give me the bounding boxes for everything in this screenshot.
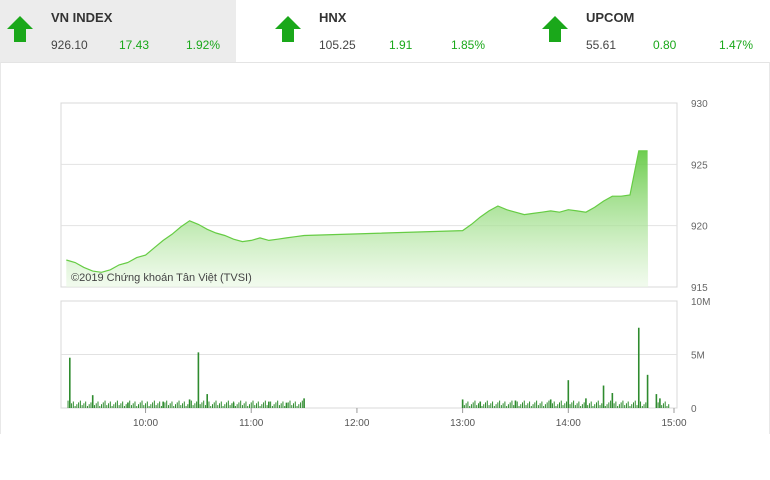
index-ticker-bar: VN INDEX 926.10 17.43 1.92% HNX 105.25 1.91 1.8…: [0, 0, 770, 62]
volume-bar: [461, 399, 464, 408]
x-tick-label: 14:00: [556, 418, 581, 429]
volume-bar: [585, 398, 587, 408]
price-y-tick-label: 925: [691, 160, 708, 171]
price-area: [66, 150, 649, 287]
index-change-percent: 1.47%: [719, 38, 754, 52]
index-card-upcom[interactable]: UPCOM 55.61 0.80 1.47%: [535, 0, 770, 62]
index-name: UPCOM: [586, 10, 635, 25]
volume-bar: [637, 327, 640, 408]
index-change: 17.43: [119, 38, 150, 52]
x-tick-label: 11:00: [239, 418, 264, 429]
volume-bar: [91, 395, 94, 408]
index-value: 55.61: [586, 38, 617, 52]
volume-bar: [646, 374, 649, 408]
index-name: VN INDEX: [51, 10, 113, 25]
price-line: [66, 150, 648, 273]
volume-y-tick-label: 0: [691, 404, 697, 415]
chart-watermark: ©2019 Chứng khoán Tân Việt (TVSI): [71, 272, 252, 284]
volume-bar: [514, 400, 517, 408]
volume-bar: [206, 394, 209, 408]
price-y-tick-label: 915: [691, 283, 708, 294]
x-tick-label: 12:00: [344, 418, 369, 429]
price-y-tick-label: 930: [691, 99, 708, 110]
x-tick-label: 10:00: [133, 418, 158, 429]
volume-bar: [162, 401, 164, 408]
volume-bar: [602, 385, 605, 408]
index-change-percent: 1.85%: [451, 38, 486, 52]
intraday-chart-panel: 930 925 920 915 ©2019 Chứng khoán Tân Việt (…: [0, 62, 770, 434]
index-change: 0.80: [653, 38, 677, 52]
up-arrow-icon: [7, 16, 33, 42]
index-value: 105.25: [319, 38, 356, 52]
volume-bar: [549, 399, 552, 408]
price-y-tick-label: 920: [691, 222, 708, 233]
index-card-vn-index[interactable]: VN INDEX 926.10 17.43 1.92%: [0, 0, 236, 62]
index-value: 926.10: [51, 38, 88, 52]
volume-bar: [567, 380, 570, 408]
volume-y-tick-label: 5M: [691, 351, 705, 362]
x-tick-label: 15:00: [661, 418, 686, 429]
x-tick-label: 13:00: [450, 418, 475, 429]
volume-bar: [655, 394, 658, 408]
volume-bar: [197, 352, 200, 408]
volume-bar: [127, 402, 129, 408]
index-card-hnx[interactable]: HNX 105.25 1.91 1.85%: [268, 0, 534, 62]
volume-bar: [232, 402, 235, 408]
up-arrow-icon: [275, 16, 301, 42]
index-name: HNX: [319, 10, 347, 25]
volume-bar: [659, 398, 661, 408]
index-change-percent: 1.92%: [186, 38, 221, 52]
volume-bar: [611, 393, 614, 408]
volume-bar: [188, 399, 191, 408]
up-arrow-icon: [542, 16, 568, 42]
volume-bar: [285, 402, 288, 408]
index-change: 1.91: [389, 38, 413, 52]
volume-y-tick-label: 10M: [691, 297, 710, 308]
volume-bar: [69, 357, 71, 408]
volume-bar: [479, 401, 482, 408]
intraday-chart: 930 925 920 915 ©2019 Chứng khoán Tân Việt (…: [60, 99, 710, 429]
volume-bar: [268, 401, 270, 408]
volume-bar: [303, 398, 305, 408]
